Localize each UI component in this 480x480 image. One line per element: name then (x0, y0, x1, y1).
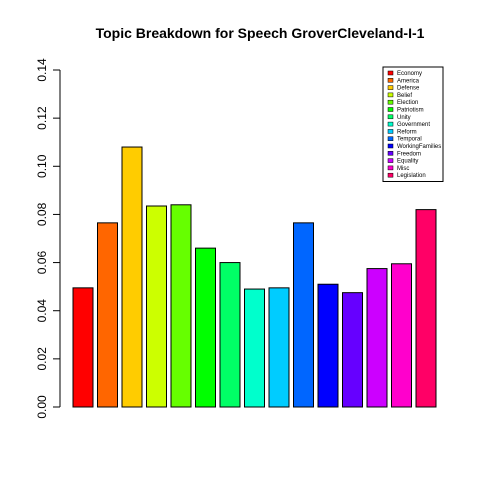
bar-economy (72, 287, 94, 408)
legend-swatch (387, 158, 394, 163)
bar-election (170, 204, 192, 408)
legend-swatch (387, 121, 394, 127)
y-axis: 0.00 0.02 0.04 0.06 0.08 0.10 0.12 0.14 (35, 58, 61, 419)
bar-reform (268, 287, 290, 408)
y-tick-label: 0.00 (35, 395, 49, 419)
bar-temporal (293, 222, 314, 408)
bar-unity (219, 262, 241, 408)
legend-swatch (387, 92, 394, 98)
legend-label: Freedom (397, 151, 421, 157)
bar-legislation (415, 209, 437, 408)
legend-swatch (387, 85, 394, 90)
bars (72, 146, 437, 408)
legend-label: Economy (397, 71, 422, 77)
legend-label: Belief (397, 93, 412, 99)
legend-swatch (387, 143, 394, 149)
y-tick-label: 0.06 (35, 251, 49, 275)
legend-swatch (387, 165, 394, 171)
legend-label: Temporal (397, 137, 422, 143)
legend-swatch (387, 114, 394, 120)
legend-label: Defense (397, 86, 420, 92)
y-tick-label: 0.12 (35, 106, 49, 130)
legend-swatch (387, 107, 394, 112)
legend-swatch (387, 78, 394, 83)
legend-label: America (397, 78, 420, 84)
bar-freedom (342, 292, 363, 408)
y-tick-label: 0.08 (35, 202, 49, 226)
chart-title: Topic Breakdown for Speech GroverClevela… (96, 25, 425, 41)
legend-label: Misc (397, 166, 409, 172)
legend-swatch (387, 129, 394, 134)
legend-label: Election (397, 100, 418, 106)
bar-belief (146, 205, 167, 408)
y-tick-label: 0.02 (35, 347, 49, 371)
bar-patriotism (195, 247, 216, 408)
legend-label: Equality (397, 159, 418, 165)
bar-defense (121, 146, 143, 408)
legend-swatch (387, 151, 394, 156)
legend-label: Patriotism (397, 108, 424, 114)
legend-label: Legislation (397, 173, 426, 179)
legend-swatch (387, 99, 394, 105)
legend-swatch (387, 172, 394, 178)
legend-label: Unity (397, 115, 411, 121)
bar-workingfamilies (317, 283, 339, 408)
y-tick-label: 0.10 (35, 154, 49, 178)
legend-label: WorkingFamilies (397, 144, 441, 150)
y-tick-label: 0.04 (35, 299, 49, 323)
legend-swatch (387, 70, 394, 76)
bar-misc (391, 263, 412, 408)
legend-label: Reform (397, 129, 417, 135)
y-tick-label: 0.14 (35, 58, 49, 82)
bar-america (97, 222, 118, 408)
legend-label: Government (397, 122, 430, 128)
bar-government (244, 288, 265, 408)
bar-equality (366, 268, 388, 408)
legend-swatch (387, 136, 394, 141)
